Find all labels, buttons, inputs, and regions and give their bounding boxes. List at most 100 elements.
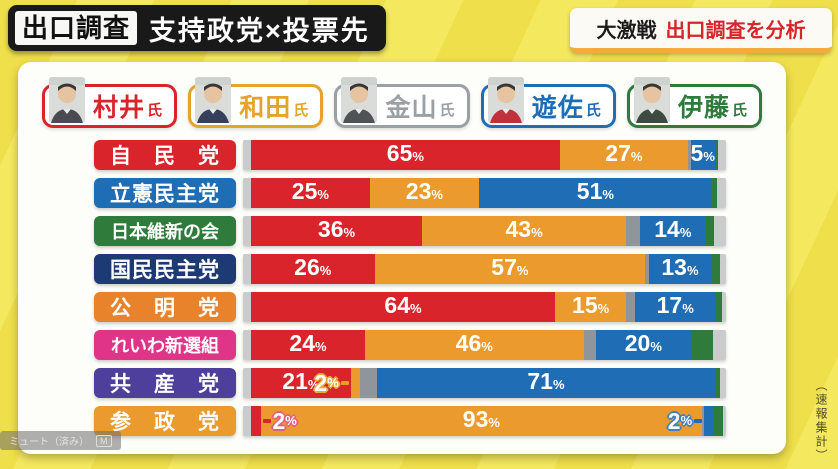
bar-track: 65% 27% 5% [243, 140, 726, 170]
bar-segment-murai: 26% [251, 254, 375, 284]
party-label: 立憲民主党 [94, 178, 236, 208]
party-row: れいわ新選組 24% 46% 20% [94, 330, 726, 360]
candidate-honorific: 氏 [147, 101, 163, 119]
bar-segment-kanayama [583, 330, 596, 360]
bar-segment-yusa [704, 406, 714, 436]
segment-value: 93% [462, 406, 500, 432]
exit-poll-badge: 出口調査 [15, 11, 138, 45]
candidate-chip-yusa: 遊佐氏 [480, 77, 616, 128]
segment-value: 57% [491, 254, 529, 280]
candidate-honorific: 氏 [293, 101, 309, 119]
candidate-name: 金山 [385, 94, 438, 122]
candidate-legend: 村井氏和田氏金山氏遊佐氏伊藤氏 [18, 77, 786, 128]
segment-value: 15% [572, 292, 610, 318]
bar-segment-ito [713, 406, 724, 436]
bar-segment-yusa: 51% [479, 178, 712, 208]
party-label: 日本維新の会 [94, 216, 236, 246]
bar-segment-kanayama [626, 292, 635, 322]
bar-segment-ito [714, 368, 721, 398]
segment-value: 64% [384, 292, 422, 318]
bar-segment-wada [350, 368, 361, 398]
bar-track: 24% 46% 20% [243, 330, 726, 360]
party-label: 公 明 党 [94, 292, 236, 322]
tally-note: （速報集計） [814, 379, 828, 463]
segment-value: 46% [455, 330, 493, 356]
stacked-bar-chart: 自 民 党 65% 27% 5% 立憲民主党 25% 23% 51% 日本維新の会 36% 43% 1… [94, 140, 726, 444]
exit-poll-panel: 村井氏和田氏金山氏遊佐氏伊藤氏 自 民 党 65% 27% 5% 立憲民主党 25% 23%… [18, 62, 786, 454]
segment-value-callout: 2% [261, 406, 297, 436]
bar-segment-yusa: 13% [649, 254, 711, 284]
candidate-chip-ito: 伊藤氏 [626, 77, 762, 128]
segment-value: 14% [654, 216, 692, 242]
segment-value: 43% [505, 216, 543, 242]
candidate-photo [49, 77, 85, 123]
callout-pointer [340, 381, 349, 385]
bar-segment-kanayama [702, 406, 705, 436]
bar-segment-ito [715, 292, 723, 322]
segment-value: 51% [576, 178, 614, 204]
bar-segment-yusa: 14% [639, 216, 707, 246]
party-label: れいわ新選組 [94, 330, 236, 360]
candidate-photo [633, 77, 670, 123]
segment-value: 26% [294, 254, 332, 280]
bar-segment-murai [251, 406, 261, 436]
bar-segment-yusa: 71% [377, 368, 715, 398]
exit-poll-header: 出口調査 支持政党×投票先 [8, 5, 386, 51]
bar-segment-murai: 25% [251, 178, 370, 208]
bar-segment-kanayama [626, 216, 640, 246]
bar-segment-ito [710, 254, 721, 284]
candidate-name: 村井 [93, 94, 146, 122]
bar-segment-yusa: 5% [691, 140, 715, 170]
party-label: 自 民 党 [94, 140, 236, 170]
bar-segment-ito [711, 178, 717, 208]
candidate-honorific: 氏 [585, 101, 601, 119]
bar-segment-murai: 36% [251, 216, 422, 246]
bar-segment-wada: 15% [555, 292, 627, 322]
bar-segment-kanayama [645, 254, 650, 284]
bar-segment-wada: 93% [260, 406, 703, 436]
bar-segment-yusa: 20% [595, 330, 691, 360]
bar-segment-yusa: 17% [634, 292, 716, 322]
segment-value: 71% [527, 368, 565, 394]
analysis-banner: 大激戦 出口調査を分析 [570, 8, 832, 53]
segment-value: 21% [282, 368, 320, 394]
party-label: 共 産 党 [94, 368, 236, 398]
segment-value: 17% [656, 292, 694, 318]
bar-track: 21% 71% 2% [243, 368, 726, 398]
party-row: 参 政 党 93% 2% 2% [94, 406, 726, 436]
bar-segment-murai: 21% [251, 368, 351, 398]
bar-segment-wada: 46% [365, 330, 584, 360]
segment-value-callout: 2% [314, 368, 350, 398]
segment-value: 13% [661, 254, 699, 280]
segment-value: 5% [690, 140, 715, 166]
segment-value: 24% [289, 330, 327, 356]
analysis-banner-prefix: 大激戦 [596, 19, 657, 42]
mute-key-hint: M [96, 434, 112, 447]
segment-value: 36% [317, 216, 356, 242]
party-row: 自 民 党 65% 27% 5% [94, 140, 726, 170]
mute-indicator-label: ミュート（済み） [9, 437, 89, 448]
bar-track: 36% 43% 14% [243, 216, 726, 246]
segment-value: 20% [624, 330, 662, 356]
party-row: 共 産 党 21% 71% 2% [94, 368, 726, 398]
candidate-chip-kanayama: 金山氏 [334, 77, 470, 128]
bar-segment-ito [690, 330, 713, 360]
candidate-honorific: 氏 [731, 101, 747, 119]
party-label: 国民民主党 [94, 254, 236, 284]
mute-indicator: ミュート（済み） M [0, 431, 121, 450]
bar-segment-wada: 23% [369, 178, 479, 208]
bar-segment-murai: 24% [251, 330, 365, 360]
segment-value: 23% [405, 178, 443, 204]
party-row: 国民民主党 26% 57% 13% [94, 254, 726, 284]
segment-value: 65% [386, 140, 424, 166]
bar-track: 64% 15% 17% [243, 292, 726, 322]
candidate-photo [195, 77, 232, 123]
candidate-honorific: 氏 [439, 101, 455, 119]
segment-value: 27% [605, 140, 643, 166]
page-title: 支持政党×投票先 [149, 15, 370, 46]
bar-segment-wada: 27% [559, 140, 688, 170]
party-row: 立憲民主党 25% 23% 51% [94, 178, 726, 208]
bar-track: 25% 23% 51% [243, 178, 726, 208]
bar-track: 26% 57% 13% [243, 254, 726, 284]
candidate-name: 和田 [239, 94, 292, 122]
